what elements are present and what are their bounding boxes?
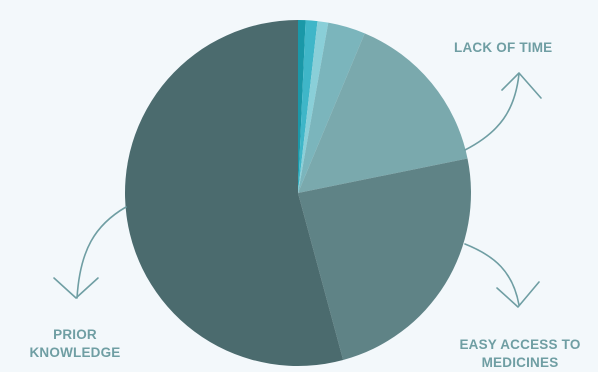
label-prior-line2: KNOWLEDGE [29, 345, 121, 360]
pie-slice-3 [298, 22, 365, 194]
arrow-lack-of-time-icon [464, 73, 520, 151]
pie-slice-5 [298, 158, 471, 361]
label-lack-of-time: LACK OF TIME [454, 40, 553, 55]
arrowhead-prior-knowledge-icon [53, 277, 99, 299]
arrowhead-easy-access-icon [496, 281, 540, 308]
pie-slice-6 [125, 20, 344, 367]
label-easy-access-line2: MEDICINES [481, 355, 559, 370]
pie-slice-4 [298, 33, 468, 193]
arrow-prior-knowledge-icon [76, 206, 127, 299]
label-prior-knowledge: PRIOR KNOWLEDGE [0, 326, 150, 362]
label-easy-access: EASY ACCESS TO MEDICINES [440, 336, 598, 372]
pie-slices [125, 20, 471, 367]
arrowhead-lack-of-time-icon [501, 72, 542, 99]
arrow-easy-access-icon [464, 243, 520, 306]
label-easy-access-line1: EASY ACCESS TO [459, 337, 581, 352]
pie-slice-2 [298, 21, 329, 193]
pie-slice-0 [298, 20, 306, 193]
label-prior-line1: PRIOR [53, 327, 97, 342]
pie-slice-1 [298, 20, 318, 194]
